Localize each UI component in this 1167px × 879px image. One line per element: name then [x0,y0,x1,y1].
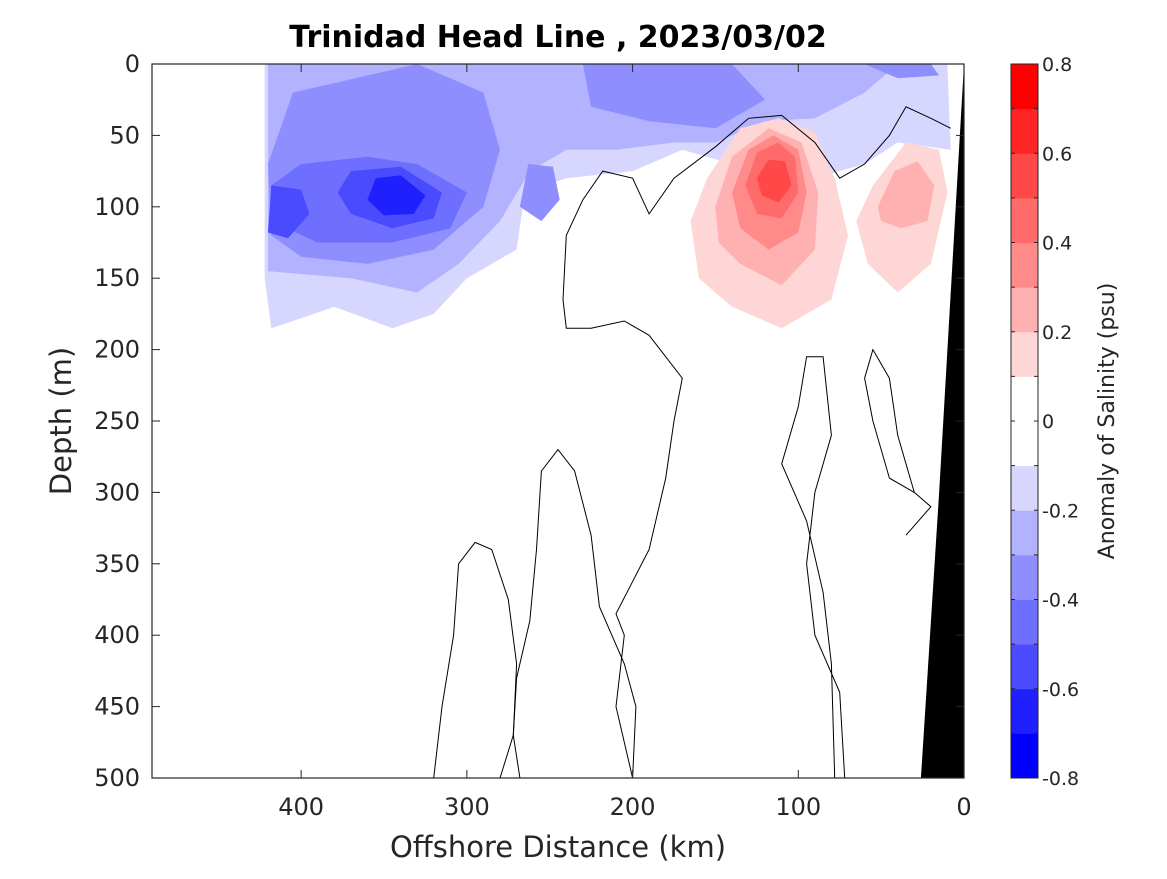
zero-contour-line [499,448,637,778]
colorbar-segment [1011,554,1038,600]
y-tick-label: 100 [94,193,140,221]
colorbar-segment [1011,733,1038,779]
colorbar-segment [1011,287,1038,333]
x-tick-label: 400 [278,793,324,821]
colorbar-segment [1011,64,1038,110]
colorbar-segment [1011,510,1038,556]
colorbar-segment [1011,688,1038,734]
colorbar-segment [1011,331,1038,377]
colorbar-segment [1011,108,1038,154]
colorbar-segment [1011,376,1038,422]
x-tick-label: 0 [956,793,971,821]
colorbar-tick-label: -0.8 [1042,768,1079,790]
y-tick-label: 250 [94,407,140,435]
y-tick-label: 50 [109,121,140,149]
contour-fill [877,161,935,229]
x-tick-label: 300 [444,793,490,821]
colorbar-segment [1011,599,1038,645]
colorbar-tick-label: -0.6 [1042,679,1079,701]
colorbar-segment [1011,644,1038,690]
colorbar-frame [1010,63,1039,779]
colorbar-segment [1011,153,1038,199]
colorbar-tick-label: 0.2 [1042,322,1072,344]
x-tick-label: 100 [775,793,821,821]
colorbar-tick-label: 0.4 [1042,233,1072,255]
colorbar-segment [1011,465,1038,511]
colorbar-segment [1011,242,1038,288]
colorbar-segment [1011,197,1038,243]
plot-area [264,64,964,778]
chart-title: Trinidad Head Line , 2023/03/02 [289,20,826,55]
colorbar-segment [1011,421,1038,467]
colorbar-tick-label: -0.2 [1042,500,1079,522]
contour-fill [582,64,766,129]
colorbar-tick-label: 0.8 [1042,54,1072,76]
y-axis-label: Depth (m) [44,347,78,495]
contour-fill [268,185,310,239]
y-axis: 0 50 100 150 200 250 300 350 400 450 500 [94,50,964,792]
contour-fill [367,175,426,216]
zero-contour-line [562,106,951,778]
y-tick-label: 400 [94,621,140,649]
y-tick-label: 450 [94,693,140,721]
x-tick-label: 200 [610,793,656,821]
y-tick-label: 0 [125,50,140,78]
x-axis-label: Offshore Distance (km) [390,830,726,864]
colorbar: 0.8 0.6 0.4 0.2 0 -0.2 -0.4 -0.6 -0.8 [1010,54,1079,790]
zero-contour-line [864,348,932,536]
colorbar-label: Anomaly of Salinity (psu) [1095,283,1120,560]
y-tick-label: 150 [94,264,140,292]
contour-fill [519,164,560,222]
zero-contour-line [781,356,846,778]
zero-contour-line [433,541,521,778]
y-tick-label: 200 [94,336,140,364]
colorbar-tick-label: 0 [1042,411,1054,433]
y-tick-label: 300 [94,478,140,506]
colorbar-tick-label: 0.6 [1042,143,1072,165]
contour-fill [864,64,940,79]
y-tick-label: 350 [94,550,140,578]
bathymetry [920,64,964,778]
contour-fill [756,159,792,203]
colorbar-tick-label: -0.4 [1042,590,1079,612]
y-tick-label: 500 [94,764,140,792]
x-axis: 400 300 200 100 0 [278,64,972,821]
